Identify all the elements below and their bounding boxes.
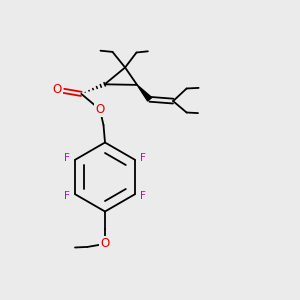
Text: O: O xyxy=(100,237,109,250)
Text: F: F xyxy=(140,153,146,163)
Text: O: O xyxy=(95,103,104,116)
Text: O: O xyxy=(53,82,62,96)
Text: F: F xyxy=(64,153,70,163)
Polygon shape xyxy=(137,85,152,101)
Text: F: F xyxy=(140,191,146,201)
Text: F: F xyxy=(64,191,70,201)
